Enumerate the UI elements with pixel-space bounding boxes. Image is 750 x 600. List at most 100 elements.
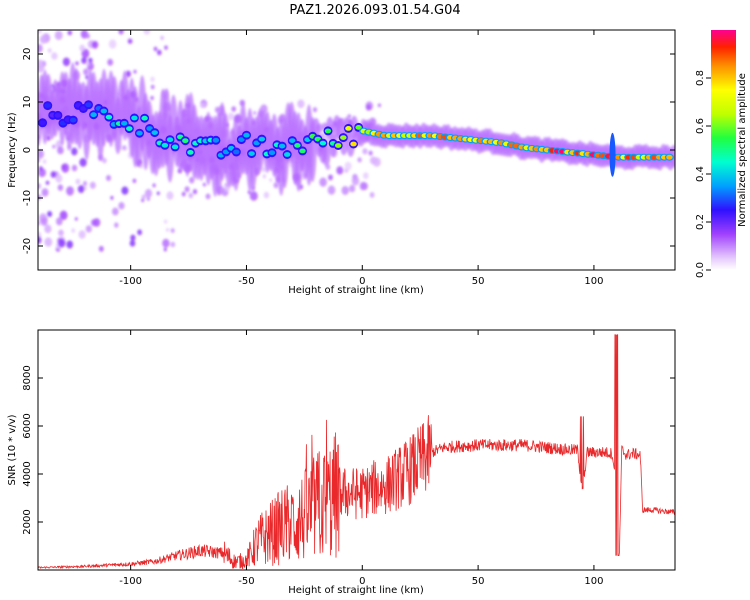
heatmap-y-tick-label: -20 — [22, 238, 33, 254]
heatmap-noise-blob — [349, 184, 356, 193]
heatmap-ridge-core — [171, 144, 179, 150]
heatmap-x-tick-label: 50 — [472, 276, 485, 287]
heatmap-noise-blob — [121, 186, 129, 195]
heatmap-noise-blob — [47, 211, 53, 217]
heatmap-ridge-core — [233, 149, 240, 155]
heatmap-noise-blob — [143, 30, 151, 35]
heatmap-noise-blob — [214, 106, 220, 113]
colorbar-tick-label: 0.2 — [695, 214, 706, 230]
heatmap-noise-blob — [108, 39, 117, 49]
heatmap-noise-blob — [133, 69, 137, 74]
heatmap-noise-blob — [56, 217, 63, 226]
heatmap-noise-blob — [38, 59, 42, 64]
heatmap-y-ticks: -20 -10 0 10 20 — [22, 48, 675, 254]
heatmap-noise-blob — [297, 99, 305, 109]
heatmap-noise-blob — [38, 30, 42, 34]
heatmap-noise-blob — [127, 38, 133, 44]
heatmap-noise-blob — [107, 58, 114, 66]
heatmap-noise-blob — [83, 59, 87, 64]
heatmap-noise-blob — [344, 161, 352, 171]
heatmap-y-axis-label: Frequency (Hz) — [7, 112, 18, 188]
snr-panel: -100 -50 0 50 100 2000 4000 6000 8000 Height of… — [7, 329, 676, 596]
heatmap-ridge-core — [182, 138, 189, 144]
heatmap-noise-blob — [114, 222, 119, 228]
heatmap-noise-blob — [153, 46, 158, 52]
heatmap-noise-blob — [79, 44, 85, 52]
colorbar: 0.0 0.2 0.4 0.6 0.8 Normalized spectral ampl… — [695, 30, 748, 278]
heatmap-marks — [38, 18, 675, 252]
snr-y-tick-label: 4000 — [22, 461, 33, 486]
heatmap-ridge-core — [324, 128, 332, 134]
heatmap-noise-blob — [51, 52, 58, 60]
heatmap-ridge-core — [39, 120, 46, 126]
heatmap-noise-blob — [75, 178, 81, 185]
heatmap-x-tick-label: 0 — [359, 276, 365, 287]
heatmap-noise-blob — [189, 176, 195, 184]
snr-x-axis-label: Height of straight line (km) — [288, 585, 424, 596]
heatmap-ridge-core — [105, 114, 113, 120]
heatmap-noise-blob — [74, 217, 78, 221]
heatmap-noise-blob — [372, 157, 381, 167]
heatmap-ridge-core — [248, 151, 255, 157]
heatmap-noise-blob — [65, 22, 69, 27]
heatmap-noise-blob — [78, 230, 86, 239]
heatmap-noise-blob — [86, 62, 90, 67]
heatmap-noise-blob — [132, 178, 137, 183]
heatmap-noise-blob — [336, 166, 344, 175]
heatmap-noise-blob — [181, 191, 186, 197]
snr-y-tick-label: 8000 — [22, 365, 33, 390]
heatmap-noise-blob — [146, 18, 152, 25]
heatmap-noise-blob — [157, 49, 162, 56]
heatmap-noise-blob — [83, 181, 87, 186]
heatmap-y-tick-label: 0 — [22, 147, 33, 153]
snr-x-tick-label: 50 — [472, 576, 485, 587]
heatmap-noise-blob — [184, 186, 190, 193]
heatmap-noise-blob — [129, 240, 136, 247]
snr-series-noise — [38, 334, 675, 570]
heatmap-noise-blob — [363, 172, 369, 180]
snr-x-ticks: -100 -50 0 50 100 — [119, 330, 603, 587]
heatmap-x-tick-label: -100 — [119, 276, 142, 287]
heatmap-noise-blob — [71, 147, 78, 156]
heatmap-noise-blob — [165, 227, 170, 232]
heatmap-noise-blob — [160, 35, 164, 41]
colorbar-tick-label: 0.4 — [695, 166, 706, 182]
heatmap-noise-blob — [55, 174, 63, 183]
heatmap-ridge-core — [278, 143, 286, 149]
heatmap-noise-blob — [81, 48, 90, 59]
heatmap-noise-blob — [42, 159, 47, 164]
heatmap-noise-blob — [52, 144, 56, 149]
heatmap-noise-blob — [341, 186, 349, 195]
snr-y-ticks: 2000 4000 6000 8000 — [22, 365, 675, 535]
heatmap-noise-blob — [188, 192, 194, 199]
heatmap-noise-blob — [141, 194, 146, 200]
heatmap-noise-blob — [38, 183, 41, 189]
heatmap-noise-blob — [150, 84, 155, 90]
heatmap-ridge-core — [319, 140, 327, 146]
heatmap-noise-blob — [312, 107, 318, 113]
heatmap-ridge-core — [335, 143, 342, 148]
snr-x-tick-label: 0 — [359, 576, 365, 587]
heatmap-ridge-core — [243, 132, 250, 138]
heatmap-noise-blob — [351, 176, 360, 186]
heatmap-noise-blob — [93, 218, 101, 227]
colorbar-tick-label: 0.6 — [695, 118, 706, 134]
heatmap-ridge-core — [666, 154, 673, 160]
heatmap-noise-blob — [124, 146, 128, 151]
heatmap-noise-blob — [44, 224, 52, 234]
heatmap-noise-blob — [61, 163, 70, 173]
heatmap-noise-blob — [59, 210, 68, 220]
heatmap-noise-blob — [170, 241, 176, 248]
heatmap-noise-blob — [263, 191, 270, 199]
heatmap-noise-blob — [152, 183, 156, 188]
heatmap-ridge-core — [289, 138, 296, 144]
heatmap-ridge-core — [141, 115, 148, 121]
heatmap-noise-blob — [249, 191, 258, 201]
heatmap-noise-blob — [47, 48, 52, 53]
heatmap-noise-blob — [146, 197, 150, 201]
heatmap-x-tick-label: -50 — [238, 276, 254, 287]
heatmap-noise-blob — [200, 103, 204, 108]
heatmap-noise-blob — [66, 186, 74, 196]
heatmap-ridge-core — [258, 136, 265, 142]
